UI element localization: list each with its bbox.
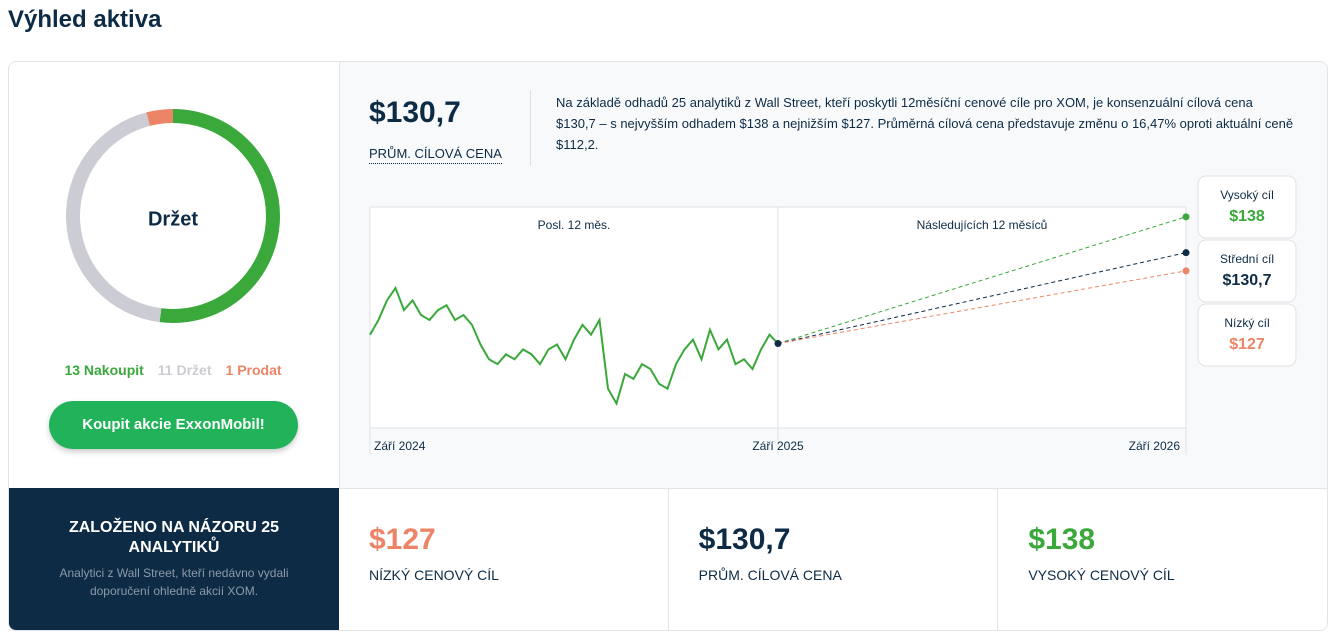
legend-count: 13	[64, 362, 81, 378]
price-card: $138 VYSOKÝ CENOVÝ CÍL	[997, 489, 1327, 630]
card-value: $138	[1028, 523, 1096, 556]
line-chart: Září 2024 Září 2025 Září 2026 Posl. 12 měs.…	[369, 175, 1297, 455]
x-tick-label: Září 2024	[374, 439, 426, 453]
price-card: $130,7 PRŮM. CÍLOVÁ CENA	[667, 489, 998, 630]
price-card: $127 NÍZKÝ CENOVÝ CÍL	[339, 489, 668, 630]
target-value: $138	[1229, 208, 1265, 225]
page-title: Výhled aktiva	[8, 6, 162, 33]
forecast-line	[777, 270, 1187, 345]
target-value: $130,7	[1223, 272, 1272, 289]
divider	[530, 90, 531, 166]
target-box	[1197, 175, 1297, 239]
legend-entry: 11 Držet	[158, 362, 212, 378]
donut-segment	[159, 109, 280, 323]
card-label: PRŮM. CÍLOVÁ CENA	[698, 567, 842, 583]
donut-segment	[146, 109, 174, 126]
x-tick-label: Září 2025	[752, 439, 804, 453]
target-value: $127	[1229, 336, 1265, 353]
target-box	[1197, 303, 1297, 367]
summary-text: Na základě odhadů 25 analytiků z Wall St…	[556, 95, 1294, 152]
legend-entry: 1 Prodat	[226, 362, 282, 378]
donut-center-label: Držet	[148, 208, 198, 230]
legend: 13 Nakoupit 11 Držet 1 Prodat	[8, 362, 338, 378]
target-name: Nízký cíl	[1224, 316, 1269, 330]
summary-label: PRŮM. CÍLOVÁ CENA	[369, 146, 502, 164]
legend-count: 11	[157, 362, 173, 378]
period-label: Následujících 12 měsíců	[917, 218, 1048, 232]
price-line	[369, 285, 779, 406]
target-name: Střední cíl	[1220, 252, 1274, 266]
legend-count: 1	[225, 362, 234, 378]
legend-entry: 13 Nakoupit	[64, 362, 143, 378]
basis-text: Analytici z Wall Street, kteří nedávno v…	[59, 566, 289, 598]
legend-label: Nakoupit	[83, 362, 144, 378]
basis-title: ZALOŽENO NA NÁZORU 25 ANALYTIKŮ	[68, 519, 280, 556]
basis-panel: ZALOŽENO NA NÁZORU 25 ANALYTIKŮ Analytic…	[9, 488, 339, 630]
summary-value: $130,7	[369, 96, 461, 129]
forecast-dot	[1182, 249, 1190, 257]
legend-label: Držet	[176, 362, 212, 378]
card-value: $130,7	[698, 523, 791, 556]
legend-label: Prodat	[237, 362, 282, 378]
donut-chart: Držet	[66, 109, 280, 323]
donut-segment	[66, 112, 162, 323]
card-value: $127	[369, 523, 436, 556]
forecast-dot	[1182, 213, 1190, 221]
period-label: Posl. 12 měs.	[538, 218, 611, 232]
target-name: Vysoký cíl	[1220, 188, 1274, 202]
forecast-line	[777, 216, 1187, 345]
x-tick-label: Září 2026	[1129, 439, 1181, 453]
target-box	[1197, 239, 1297, 303]
cards: $127 NÍZKÝ CENOVÝ CÍL $130,7 PRŮM. CÍLOVÁ C…	[339, 488, 1327, 630]
card-label: NÍZKÝ CENOVÝ CÍL	[369, 567, 499, 583]
buy-button[interactable]: Koupit akcie ExxonMobil!	[49, 401, 298, 449]
forecast-dot	[1182, 267, 1190, 275]
card-label: VYSOKÝ CENOVÝ CÍL	[1028, 567, 1175, 583]
current-dot	[774, 340, 782, 348]
